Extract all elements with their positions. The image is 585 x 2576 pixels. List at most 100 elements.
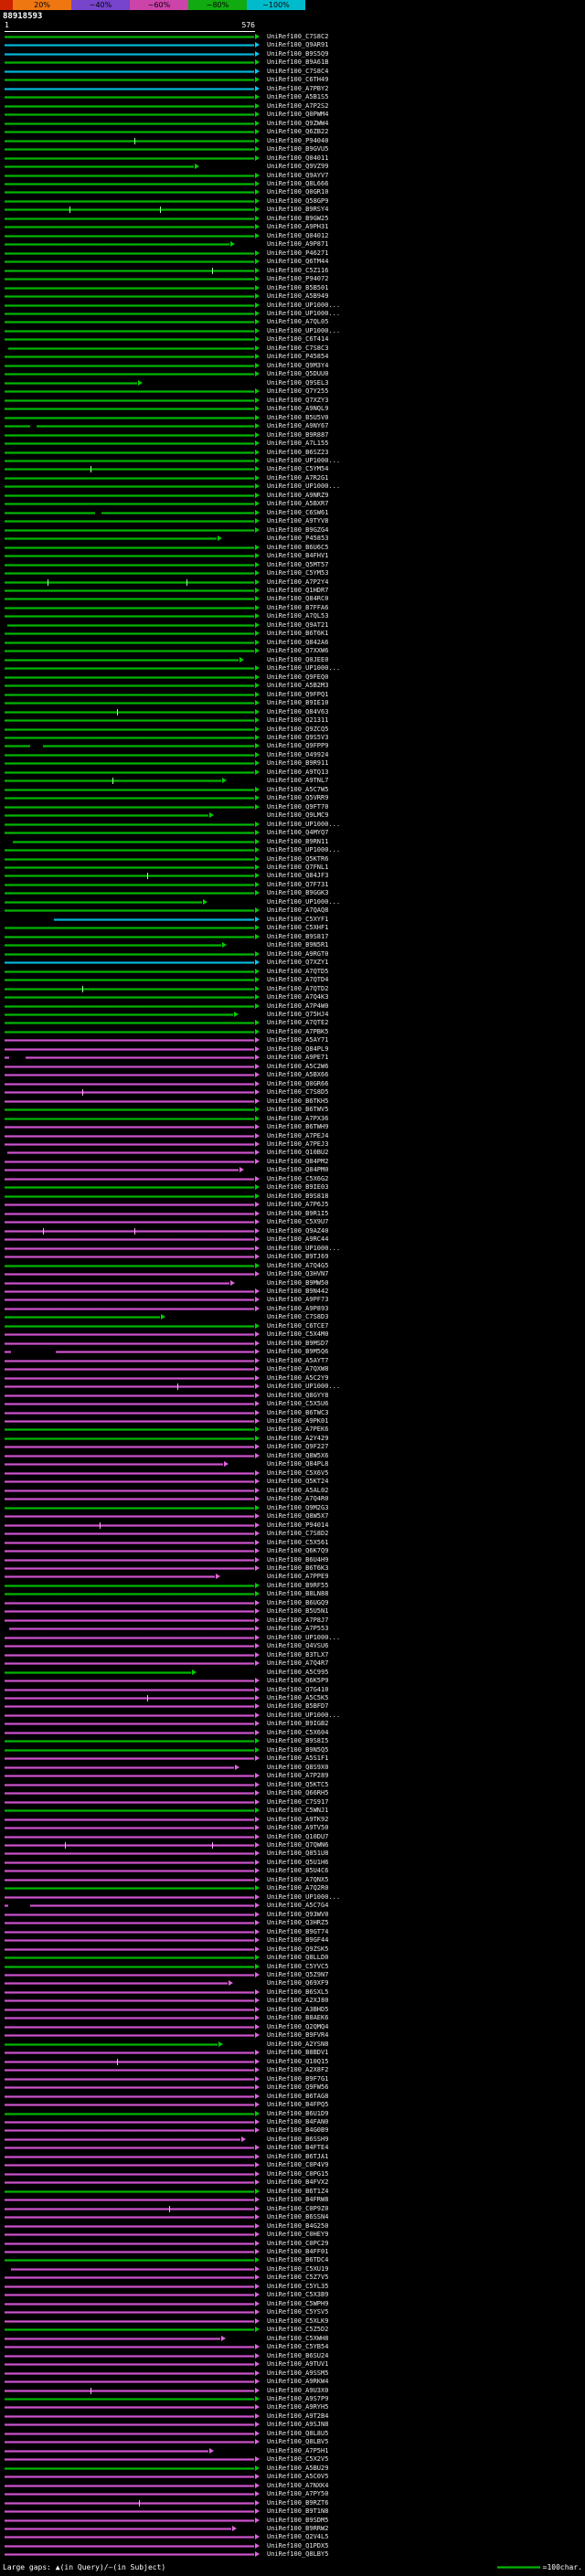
alignment-bar[interactable] [5,1221,254,1224]
alignment-bar[interactable] [5,2086,254,2090]
hit-label[interactable]: UniRef100_Q10DU7 [267,1832,329,1840]
hit-label[interactable]: UniRef100_UP1000... [267,1633,341,1641]
hit-label[interactable]: UniRef100_A9RC44 [267,1235,329,1244]
hit-row[interactable]: UniRef100_Q6K5P9 [0,1677,585,1685]
hit-row[interactable]: UniRef100_Q9FT70 [0,803,585,811]
hit-row[interactable]: UniRef100_Q84PL9 [0,1045,585,1054]
hit-label[interactable]: UniRef100_A9TYV8 [267,517,329,525]
hit-label[interactable]: UniRef100_Q6TM44 [267,258,329,266]
alignment-bar[interactable] [5,2129,254,2133]
alignment-bar[interactable] [5,572,254,576]
alignment-bar[interactable] [5,1056,10,1060]
alignment-bar[interactable] [5,2501,254,2505]
alignment-bar[interactable] [26,1056,254,1060]
hit-label[interactable]: UniRef100_Q9FT70 [267,802,329,811]
hit-label[interactable]: UniRef100_C5Z7V5 [267,2274,329,2282]
alignment-bar[interactable] [5,1922,254,1925]
hit-row[interactable]: UniRef100_B4FRW8 [0,2196,585,2204]
alignment-bar[interactable] [5,1913,254,1916]
alignment-bar[interactable] [5,2389,254,2392]
alignment-bar[interactable] [5,122,254,125]
hit-label[interactable]: UniRef100_Q8W5X7 [267,1512,329,1521]
alignment-bar[interactable] [5,286,254,290]
alignment-bar[interactable] [5,1956,254,1960]
hit-row[interactable]: UniRef100_B6TWH9 [0,1123,585,1131]
hit-row[interactable]: UniRef100_B4FHV1 [0,552,585,560]
alignment-bar[interactable] [5,2259,254,2263]
alignment-bar[interactable] [30,1904,254,1908]
hit-label[interactable]: UniRef100_Q0GR10 [267,188,329,196]
hit-label[interactable]: UniRef100_A9RKW4 [267,2378,329,2386]
hit-label[interactable]: UniRef100_Q5DUU0 [267,370,329,378]
alignment-bar[interactable] [5,1160,254,1163]
alignment-bar[interactable] [5,1713,254,1717]
hit-row[interactable]: UniRef100_B9IE03 [0,1183,585,1192]
hit-row[interactable]: UniRef100_Q1PDX5 [0,2542,585,2550]
hit-label[interactable]: UniRef100_B9R1I5 [267,1209,329,1217]
alignment-bar[interactable] [5,1394,254,1397]
hit-label[interactable]: UniRef100_Q9F227 [267,1443,329,1451]
hit-label[interactable]: UniRef100_Q5MT57 [267,560,329,568]
alignment-bar[interactable] [5,390,254,394]
alignment-bar[interactable] [5,2449,208,2453]
hit-label[interactable]: UniRef100_A7Q2R0 [267,1884,329,1892]
hit-label[interactable]: UniRef100_B4FRW8 [267,2196,329,2204]
alignment-bar[interactable] [5,295,254,299]
alignment-bar[interactable] [5,1489,254,1492]
hit-row[interactable]: UniRef100_A9T2B4 [0,2412,585,2421]
hit-label[interactable]: UniRef100_Q9ZSK5 [267,1945,329,1953]
hit-label[interactable]: UniRef100_A7P6J5 [267,1201,329,1209]
alignment-bar[interactable] [5,1359,254,1362]
hit-label[interactable]: UniRef100_A9RYH5 [267,2403,329,2412]
hit-label[interactable]: UniRef100_A7P8J7 [267,1616,329,1624]
hit-label[interactable]: UniRef100_A9NRZ9 [267,491,329,499]
alignment-bar[interactable] [5,1670,191,1674]
hit-label[interactable]: UniRef100_A9TK92 [267,1815,329,1823]
hit-row[interactable]: UniRef100_B6UGQ9 [0,1599,585,1607]
hit-row[interactable]: UniRef100_A5AL02 [0,1487,585,1495]
hit-row[interactable]: UniRef100_B6U1D9 [0,2110,585,2118]
alignment-bar[interactable] [5,1593,254,1596]
hit-row[interactable]: UniRef100_UP1000... [0,1893,585,1902]
alignment-bar[interactable] [5,1368,254,1372]
hit-label[interactable]: UniRef100_Q5KTC5 [267,1780,329,1788]
hit-row[interactable]: UniRef100_Q7F731 [0,881,585,889]
alignment-bar[interactable] [5,493,254,497]
alignment-bar[interactable] [5,1099,254,1103]
alignment-bar[interactable] [5,416,254,419]
hit-label[interactable]: UniRef100_B9IE10 [267,699,329,707]
hit-row[interactable]: UniRef100_Q9SEL3 [0,379,585,387]
hit-row[interactable]: UniRef100_Q8L666 [0,180,585,188]
hit-row[interactable]: UniRef100_B9IGB2 [0,1720,585,1728]
hit-row[interactable]: UniRef100_A9NRZ9 [0,492,585,500]
hit-label[interactable]: UniRef100_Q84PL9 [267,1044,329,1053]
hit-label[interactable]: UniRef100_C7S8D2 [267,1530,329,1538]
alignment-bar[interactable] [5,987,254,991]
hit-row[interactable]: UniRef100_B4FPQ5 [0,2101,585,2109]
hit-row[interactable]: UniRef100_A5C7G4 [0,1902,585,1910]
hit-label[interactable]: UniRef100_B5B501 [267,283,329,292]
hit-row[interactable]: UniRef100_Q66RH5 [0,1789,585,1797]
hit-label[interactable]: UniRef100_B9R887 [267,430,329,439]
hit-row[interactable]: UniRef100_B9TJ69 [0,1253,585,1261]
hit-row[interactable]: UniRef100_A5BU29 [0,2465,585,2473]
hit-label[interactable]: UniRef100_B4G250 [267,2221,329,2230]
hit-row[interactable]: UniRef100_B4FVX2 [0,2178,585,2187]
alignment-bar[interactable] [5,2406,254,2410]
alignment-bar[interactable] [5,1645,254,1648]
alignment-bar[interactable] [5,1636,254,1639]
alignment-bar[interactable] [5,2363,254,2367]
hit-label[interactable]: UniRef100_A7QTD4 [267,976,329,984]
hit-row[interactable]: UniRef100_A9TYV8 [0,517,585,525]
hit-row[interactable]: UniRef100_A9TUV1 [0,2360,585,2369]
alignment-bar[interactable] [5,615,254,619]
hit-row[interactable]: UniRef100_A7PEJ3 [0,1140,585,1149]
alignment-bar[interactable] [5,1333,254,1337]
alignment-bar[interactable] [5,1299,254,1302]
hit-row[interactable]: UniRef100_Q9M2G3 [0,1504,585,1512]
hit-row[interactable]: UniRef100_Q58GP9 [0,197,585,206]
hit-label[interactable]: UniRef100_UP1000... [267,1383,341,1391]
hit-label[interactable]: UniRef100_Q8L8U5 [267,2429,329,2437]
alignment-bar[interactable] [5,2337,220,2340]
hit-label[interactable]: UniRef100_B6SSH9 [267,2135,329,2143]
